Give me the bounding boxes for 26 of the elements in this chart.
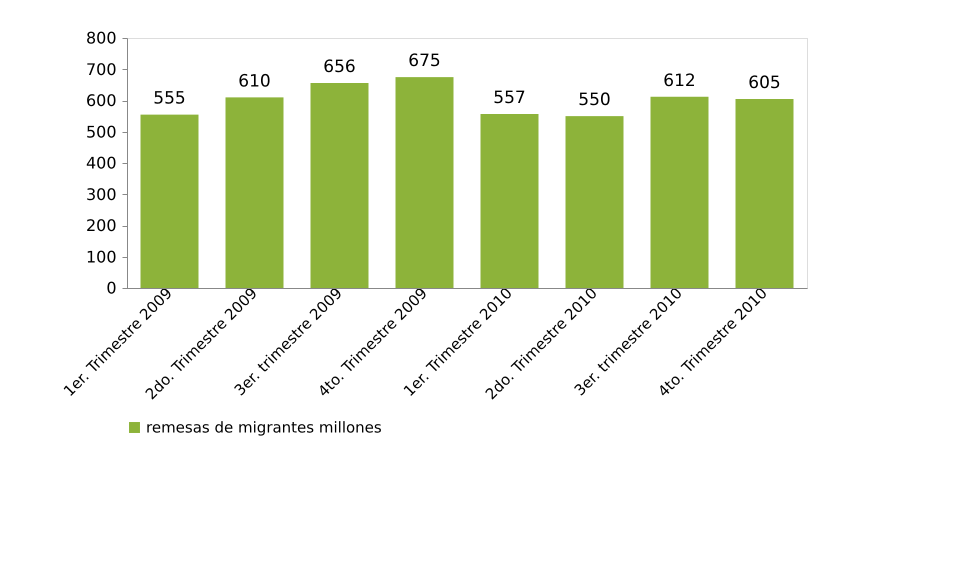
y-tick-label: 800 — [86, 28, 116, 48]
data-label: 557 — [493, 88, 526, 108]
bar — [566, 116, 624, 288]
bar — [480, 114, 538, 288]
y-tick-label: 400 — [86, 154, 116, 172]
bar — [226, 97, 284, 288]
legend-label: remesas de migrantes millones — [146, 418, 382, 436]
bar — [650, 96, 708, 288]
bar — [396, 77, 454, 288]
bar — [736, 98, 794, 288]
y-tick-label: 600 — [86, 91, 116, 110]
bar — [310, 83, 368, 288]
data-label: 656 — [323, 57, 356, 77]
y-tick-label: 300 — [86, 184, 116, 204]
data-label: 605 — [748, 72, 781, 93]
data-label: 555 — [153, 88, 186, 109]
y-tick-label: 200 — [86, 216, 116, 235]
data-label: 610 — [238, 71, 271, 92]
y-tick-label: 0 — [106, 278, 116, 298]
bar — [140, 114, 198, 288]
data-label: 550 — [578, 90, 611, 110]
data-label: 675 — [408, 51, 441, 72]
y-tick-label: 500 — [86, 122, 116, 142]
y-tick-label: 700 — [86, 60, 116, 79]
data-label: 612 — [663, 70, 696, 91]
y-tick-label: 100 — [86, 247, 116, 266]
